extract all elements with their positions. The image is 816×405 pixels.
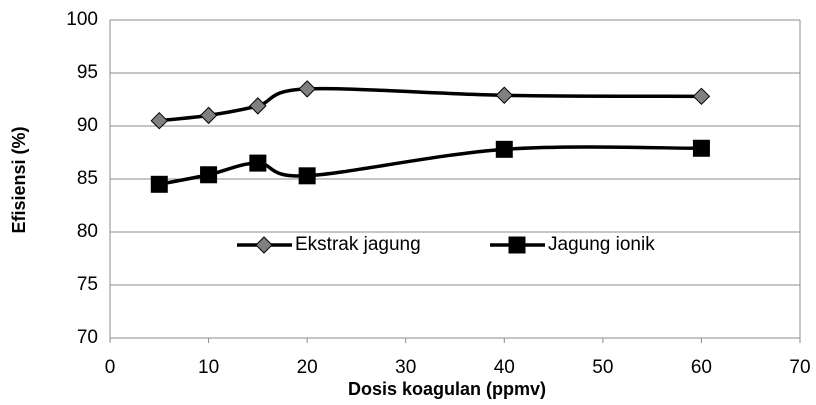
data-point (150, 111, 168, 130)
x-tick-label: 20 (297, 357, 318, 378)
y-tick-label: 80 (77, 221, 98, 242)
x-tick-label: 40 (494, 357, 515, 378)
y-tick-label: 95 (77, 62, 98, 83)
x-tick-label: 70 (789, 357, 810, 378)
x-tick-label: 10 (198, 357, 219, 378)
data-point (199, 106, 218, 125)
data-point (495, 86, 513, 104)
data-point (298, 167, 316, 185)
x-tick-label: 50 (592, 357, 613, 378)
legend-label: Jagung ionik (548, 234, 655, 255)
y-tick-label: 90 (77, 115, 98, 136)
y-tick-label: 75 (77, 274, 98, 295)
y-tick-label: 70 (77, 327, 98, 348)
y-axis-title: Efisiensi (%) (9, 126, 29, 233)
data-point (249, 154, 267, 172)
data-point (692, 87, 711, 106)
x-tick-label: 0 (105, 357, 116, 378)
x-axis-title: Dosis koagulan (ppmv) (348, 379, 546, 399)
y-tick-label: 85 (77, 168, 98, 189)
data-point (150, 175, 168, 193)
series-line (159, 86, 702, 123)
y-tick-label: 100 (66, 9, 98, 30)
data-point (495, 140, 513, 158)
legend-marker (508, 236, 526, 254)
data-point (298, 80, 316, 98)
data-point (249, 97, 267, 115)
legend-marker (255, 236, 273, 254)
x-tick-label: 60 (691, 357, 712, 378)
legend-label: Ekstrak jagung (295, 234, 421, 255)
x-tick-label: 30 (395, 357, 416, 378)
data-point (200, 166, 218, 184)
data-point (692, 139, 710, 157)
